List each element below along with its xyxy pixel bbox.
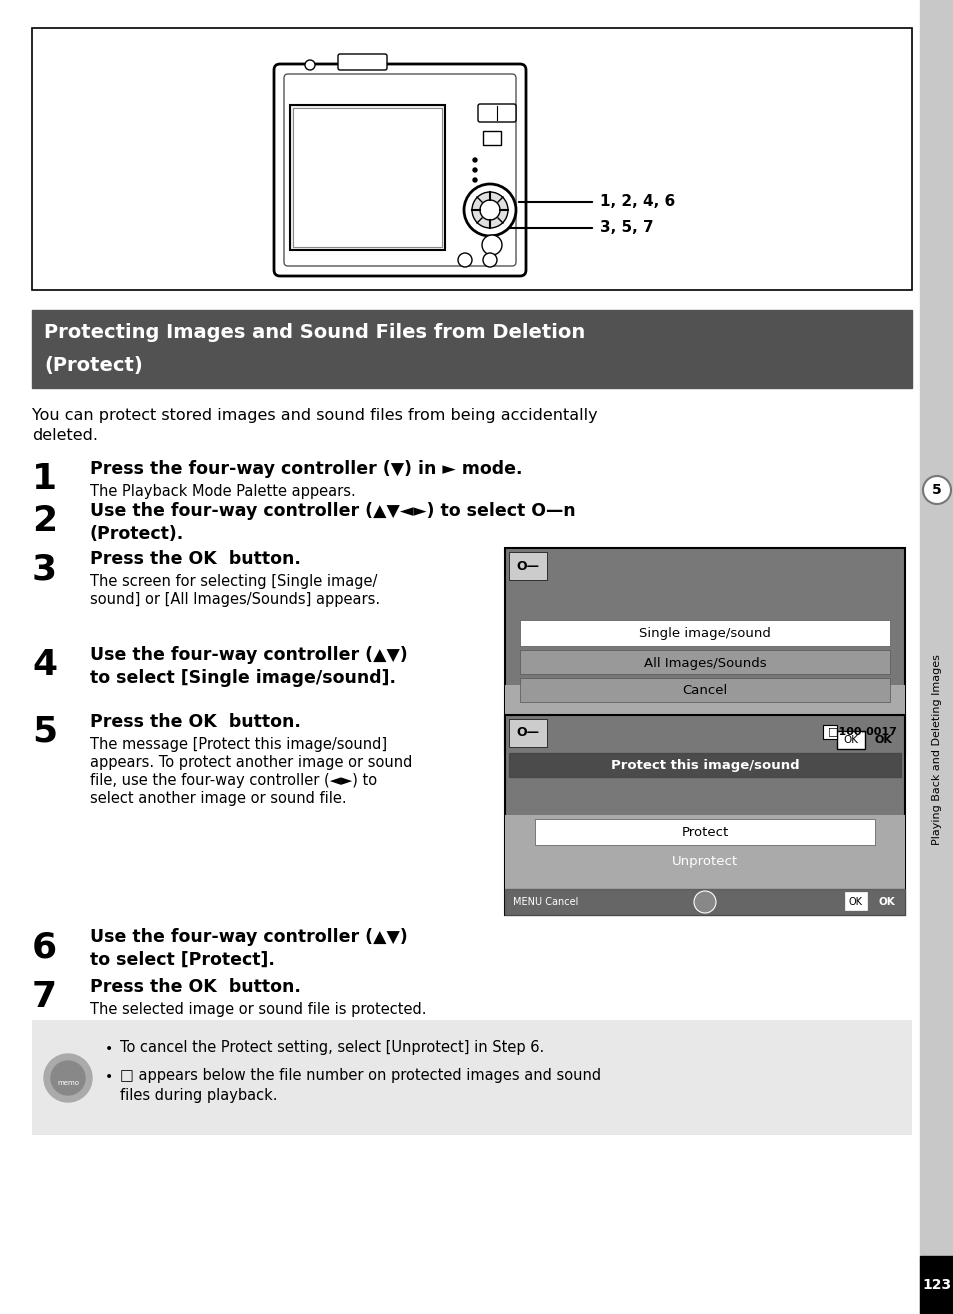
Text: You can protect stored images and sound files from being accidentally: You can protect stored images and sound …	[32, 409, 597, 423]
Circle shape	[473, 168, 476, 172]
Text: 5: 5	[32, 715, 57, 749]
Bar	[519, 620, 889, 646]
Bar	[535, 819, 874, 845]
Text: 1, 2, 4, 6: 1, 2, 4, 6	[599, 194, 675, 209]
Bar	[504, 815, 904, 915]
Bar	[32, 1020, 911, 1135]
Text: All Images/Sounds: All Images/Sounds	[643, 657, 765, 670]
Text: Single image/sound: Single image/sound	[639, 628, 770, 640]
FancyBboxPatch shape	[337, 54, 387, 70]
Text: (Protect): (Protect)	[44, 356, 143, 374]
Text: files during playback.: files during playback.	[120, 1088, 277, 1102]
Text: Press the OK  button.: Press the OK button.	[90, 978, 300, 996]
Text: 1: 1	[32, 463, 57, 495]
Bar	[504, 548, 904, 753]
Bar	[32, 310, 911, 388]
Text: select another image or sound file.: select another image or sound file.	[90, 791, 346, 805]
Circle shape	[923, 476, 950, 505]
Circle shape	[479, 200, 499, 219]
Text: Unprotect: Unprotect	[671, 855, 738, 869]
Text: to select [Protect].: to select [Protect].	[90, 951, 274, 968]
Text: 7: 7	[32, 980, 57, 1014]
Bar	[482, 131, 500, 145]
Text: Press the OK  button.: Press the OK button.	[90, 714, 300, 731]
Text: 3: 3	[32, 552, 57, 586]
Bar	[290, 105, 444, 250]
Circle shape	[463, 184, 516, 237]
Text: The selected image or sound file is protected.: The selected image or sound file is prot…	[90, 1003, 426, 1017]
Text: □ appears below the file number on protected images and sound: □ appears below the file number on prote…	[120, 1068, 600, 1083]
Circle shape	[44, 1054, 91, 1102]
Circle shape	[472, 192, 507, 229]
Text: Cancel: Cancel	[681, 685, 727, 698]
Text: 5: 5	[931, 484, 941, 497]
Circle shape	[457, 254, 472, 267]
Text: To cancel the Protect setting, select [Unprotect] in Step 6.: To cancel the Protect setting, select [U…	[120, 1039, 543, 1055]
Bar	[836, 731, 864, 749]
Text: OK: OK	[842, 735, 858, 745]
Text: MENU Cancel: MENU Cancel	[513, 897, 578, 907]
Text: Protecting Images and Sound Files from Deletion: Protecting Images and Sound Files from D…	[44, 322, 584, 342]
Bar	[293, 108, 441, 247]
Text: The Playback Mode Palette appears.: The Playback Mode Palette appears.	[90, 484, 355, 499]
Circle shape	[482, 254, 497, 267]
Text: memo: memo	[57, 1080, 79, 1085]
Text: deleted.: deleted.	[32, 428, 98, 443]
Text: □100-0017: □100-0017	[827, 727, 896, 736]
Text: Playing Back and Deleting Images: Playing Back and Deleting Images	[931, 654, 941, 845]
FancyBboxPatch shape	[477, 104, 516, 122]
Text: •: •	[105, 1042, 113, 1056]
Text: OK: OK	[878, 897, 895, 907]
Text: appears. To protect another image or sound: appears. To protect another image or sou…	[90, 756, 412, 770]
Circle shape	[51, 1060, 85, 1095]
Circle shape	[473, 177, 476, 183]
Circle shape	[305, 60, 314, 70]
Text: (Protect).: (Protect).	[90, 526, 184, 543]
Text: Press the OK  button.: Press the OK button.	[90, 551, 300, 568]
Text: OK: OK	[873, 735, 891, 745]
Bar	[919, 1256, 953, 1314]
Text: Protect this image/sound: Protect this image/sound	[610, 758, 799, 771]
FancyBboxPatch shape	[284, 74, 516, 265]
Bar	[509, 753, 900, 777]
Bar	[844, 892, 866, 911]
Text: to select [Single image/sound].: to select [Single image/sound].	[90, 669, 395, 687]
Text: •: •	[105, 1070, 113, 1084]
Text: OK: OK	[848, 897, 862, 907]
Text: 3, 5, 7: 3, 5, 7	[599, 221, 653, 235]
Bar	[504, 890, 904, 915]
Text: Use the four-way controller (▲▼): Use the four-way controller (▲▼)	[90, 928, 407, 946]
FancyBboxPatch shape	[274, 64, 525, 276]
Bar	[822, 725, 836, 738]
Bar	[519, 650, 889, 674]
Bar	[919, 0, 953, 1314]
Bar	[504, 685, 904, 753]
Text: Press the four-way controller (▼) in ► mode.: Press the four-way controller (▼) in ► m…	[90, 460, 522, 478]
Text: 6: 6	[32, 930, 57, 964]
Text: 4: 4	[32, 648, 57, 682]
Text: file, use the four-way controller (◄►) to: file, use the four-way controller (◄►) t…	[90, 773, 376, 788]
Circle shape	[481, 235, 501, 255]
Text: O—: O—	[516, 560, 539, 573]
Text: The screen for selecting [Single image/: The screen for selecting [Single image/	[90, 574, 377, 589]
Text: The message [Protect this image/sound]: The message [Protect this image/sound]	[90, 737, 387, 752]
Bar	[509, 552, 546, 579]
Text: O—: O—	[516, 727, 539, 740]
Circle shape	[693, 891, 716, 913]
Bar	[32, 28, 911, 290]
Circle shape	[473, 158, 476, 162]
Text: sound] or [All Images/Sounds] appears.: sound] or [All Images/Sounds] appears.	[90, 593, 379, 607]
Text: Protect: Protect	[680, 825, 728, 838]
Text: 123: 123	[922, 1279, 950, 1292]
Bar	[509, 719, 546, 746]
Text: Use the four-way controller (▲▼): Use the four-way controller (▲▼)	[90, 646, 407, 664]
Bar	[504, 715, 904, 915]
Bar	[519, 678, 889, 702]
Text: Use the four-way controller (▲▼◄►) to select O—n: Use the four-way controller (▲▼◄►) to se…	[90, 502, 575, 520]
Text: 2: 2	[32, 505, 57, 537]
